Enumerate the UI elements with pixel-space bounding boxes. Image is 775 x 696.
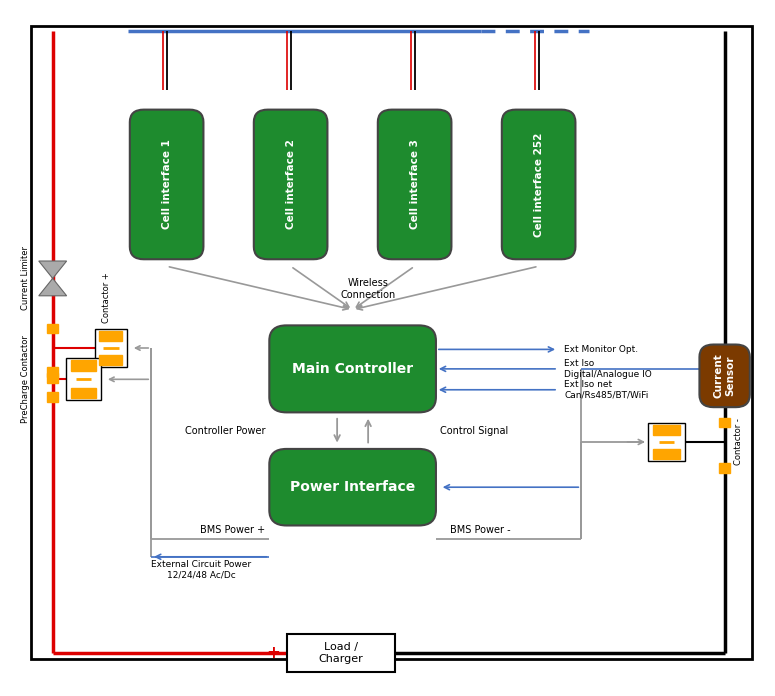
Text: Cell interface 252: Cell interface 252	[534, 132, 543, 237]
Bar	[648, 423, 685, 461]
Text: External Circuit Power
12/24/48 Ac/Dc: External Circuit Power 12/24/48 Ac/Dc	[151, 560, 252, 580]
Bar	[719, 418, 730, 427]
Text: Ext Iso net
Can/Rs485/BT/WiFi: Ext Iso net Can/Rs485/BT/WiFi	[564, 380, 649, 400]
FancyBboxPatch shape	[270, 449, 436, 525]
Bar	[719, 463, 730, 473]
Text: Cell interface 3: Cell interface 3	[410, 139, 419, 230]
Bar	[47, 373, 58, 383]
Text: Contactor +: Contactor +	[102, 273, 112, 323]
FancyBboxPatch shape	[700, 345, 750, 407]
FancyBboxPatch shape	[254, 109, 327, 260]
Bar	[287, 633, 395, 672]
FancyBboxPatch shape	[270, 326, 436, 412]
Text: Contactor -: Contactor -	[734, 418, 743, 466]
FancyBboxPatch shape	[378, 109, 451, 260]
Text: Ext Iso
Digital/Analogue IO: Ext Iso Digital/Analogue IO	[564, 359, 652, 379]
FancyBboxPatch shape	[502, 109, 575, 260]
FancyBboxPatch shape	[130, 109, 203, 260]
Text: Current
Sensor: Current Sensor	[714, 354, 735, 398]
Text: Wireless
Connection: Wireless Connection	[340, 278, 396, 300]
Text: Cell interface 2: Cell interface 2	[286, 139, 295, 230]
Bar	[47, 324, 58, 333]
Text: Main Controller: Main Controller	[292, 362, 413, 376]
Text: Power Interface: Power Interface	[290, 480, 415, 494]
Text: BMS Power +: BMS Power +	[200, 525, 265, 535]
Text: Load /
Charger: Load / Charger	[319, 642, 363, 664]
Text: PreCharge Contactor: PreCharge Contactor	[21, 335, 30, 423]
Polygon shape	[39, 278, 67, 296]
Text: Ext Monitor Opt.: Ext Monitor Opt.	[564, 345, 639, 354]
Text: Control Signal: Control Signal	[440, 426, 508, 436]
Bar	[653, 425, 680, 435]
Bar	[95, 329, 127, 367]
Text: −: −	[402, 644, 416, 662]
Bar	[99, 331, 122, 341]
Bar	[71, 361, 96, 370]
Polygon shape	[39, 261, 67, 278]
Text: BMS Power -: BMS Power -	[450, 525, 511, 535]
Bar	[47, 392, 58, 402]
Text: Current Limiter: Current Limiter	[21, 246, 30, 310]
Bar	[653, 449, 680, 459]
Bar	[71, 388, 96, 398]
Text: Controller Power: Controller Power	[185, 426, 265, 436]
Bar	[47, 367, 58, 377]
Text: Cell interface 1: Cell interface 1	[162, 139, 171, 230]
Bar	[67, 358, 101, 400]
Text: +: +	[266, 644, 280, 662]
Bar	[99, 355, 122, 365]
